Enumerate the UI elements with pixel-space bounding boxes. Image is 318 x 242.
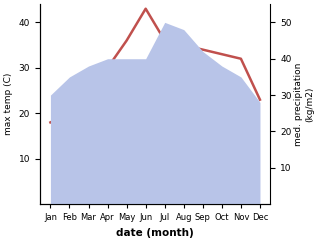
Y-axis label: max temp (C): max temp (C) — [4, 73, 13, 135]
X-axis label: date (month): date (month) — [116, 228, 194, 238]
Y-axis label: med. precipitation
(kg/m2): med. precipitation (kg/m2) — [294, 62, 314, 146]
